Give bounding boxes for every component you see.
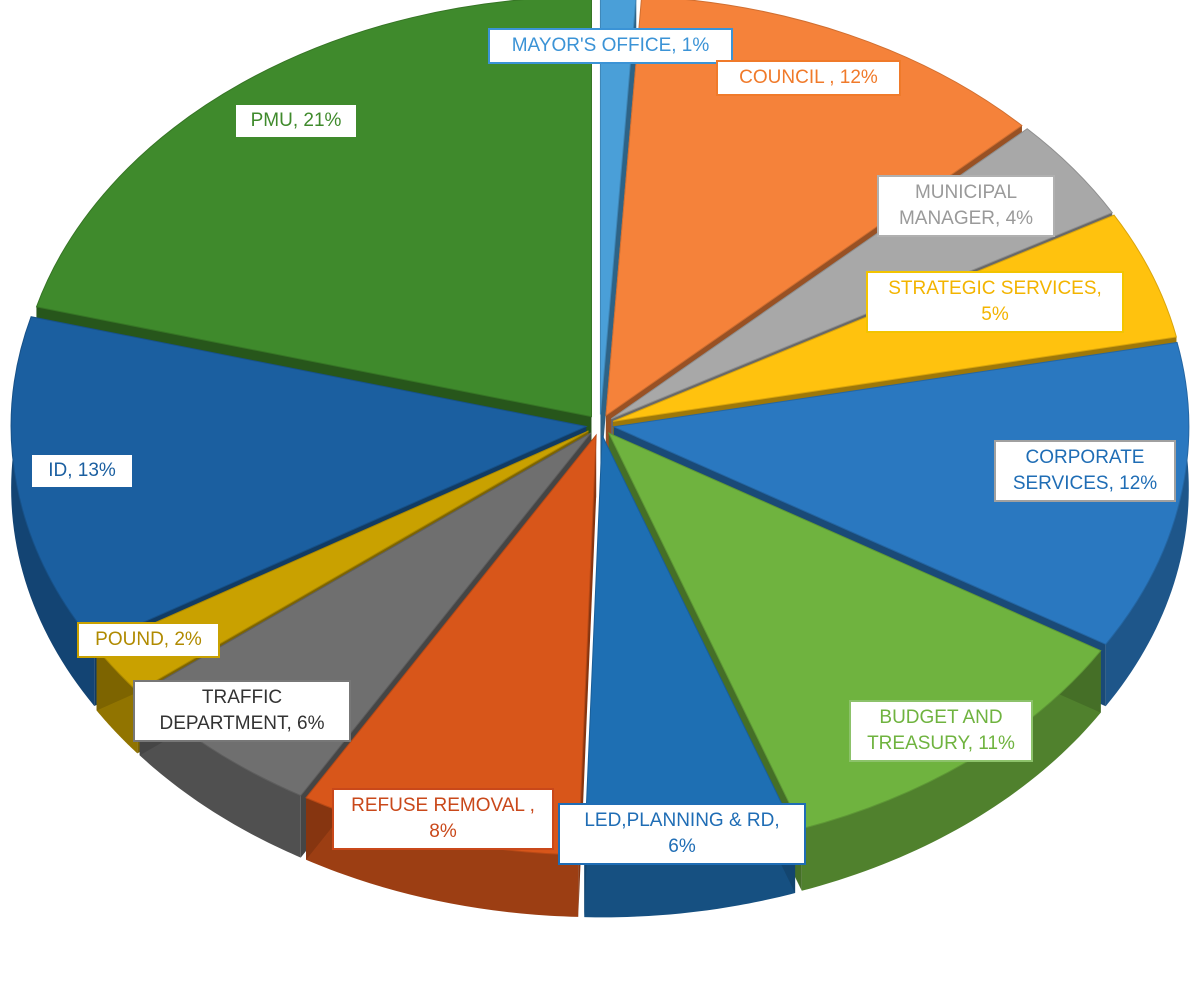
data-label-pound: POUND, 2% [77, 622, 220, 658]
data-label-strategic-services: STRATEGIC SERVICES, 5% [866, 271, 1124, 333]
slice-wall-7-0 [578, 435, 597, 917]
data-label-municipal-manager: MUNICIPAL MANAGER, 4% [877, 175, 1055, 237]
data-label-pmu: PMU, 21% [234, 103, 358, 139]
data-label-traffic-department: TRAFFIC DEPARTMENT, 6% [133, 680, 351, 742]
slice-mayor-s-office [599, 0, 637, 415]
slice-wall-0-1 [600, 0, 637, 477]
data-label-led-planning-rd: LED,PLANNING & RD, 6% [558, 803, 806, 865]
data-label-corporate-services: CORPORATE SERVICES, 12% [994, 440, 1176, 502]
slice-council [605, 0, 1023, 417]
data-label-budget-and-treasury: BUDGET AND TREASURY, 11% [849, 700, 1033, 762]
slice-pmu [35, 0, 592, 418]
slice-id [10, 316, 588, 645]
slice-corporate-services [612, 341, 1190, 645]
data-label-mayor-s-office: MAYOR'S OFFICE, 1% [488, 28, 733, 64]
data-label-id: ID, 13% [30, 453, 134, 489]
data-label-council: COUNCIL , 12% [716, 60, 901, 96]
data-label-refuse-removal: REFUSE REMOVAL , 8% [332, 788, 554, 850]
